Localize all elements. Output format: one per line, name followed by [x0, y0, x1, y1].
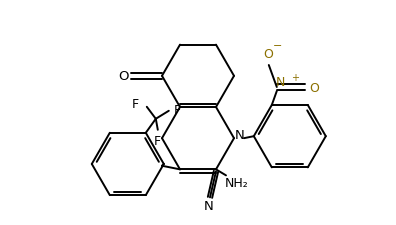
- Text: N: N: [235, 128, 245, 141]
- Text: F: F: [132, 98, 139, 111]
- Text: F: F: [154, 135, 161, 148]
- Text: −: −: [273, 41, 282, 51]
- Text: N: N: [204, 199, 214, 212]
- Text: NH₂: NH₂: [225, 176, 249, 189]
- Text: O: O: [263, 48, 273, 61]
- Text: O: O: [309, 81, 319, 94]
- Text: +: +: [291, 73, 299, 83]
- Text: F: F: [174, 104, 181, 117]
- Text: N: N: [276, 75, 286, 88]
- Text: O: O: [118, 70, 129, 83]
